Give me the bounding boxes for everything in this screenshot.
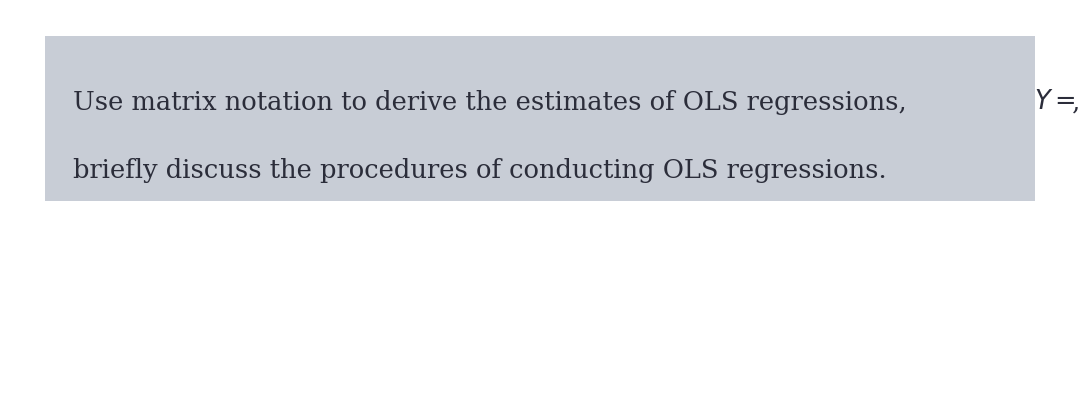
Text: $Y = X\beta+\varepsilon$: $Y = X\beta+\varepsilon$ <box>1034 87 1080 117</box>
Text: , and: , and <box>1064 90 1080 115</box>
FancyBboxPatch shape <box>45 36 1035 201</box>
Text: briefly discuss the procedures of conducting OLS regressions.: briefly discuss the procedures of conduc… <box>73 158 887 183</box>
Text: Use matrix notation to derive the estimates of OLS regressions,: Use matrix notation to derive the estima… <box>73 90 915 115</box>
